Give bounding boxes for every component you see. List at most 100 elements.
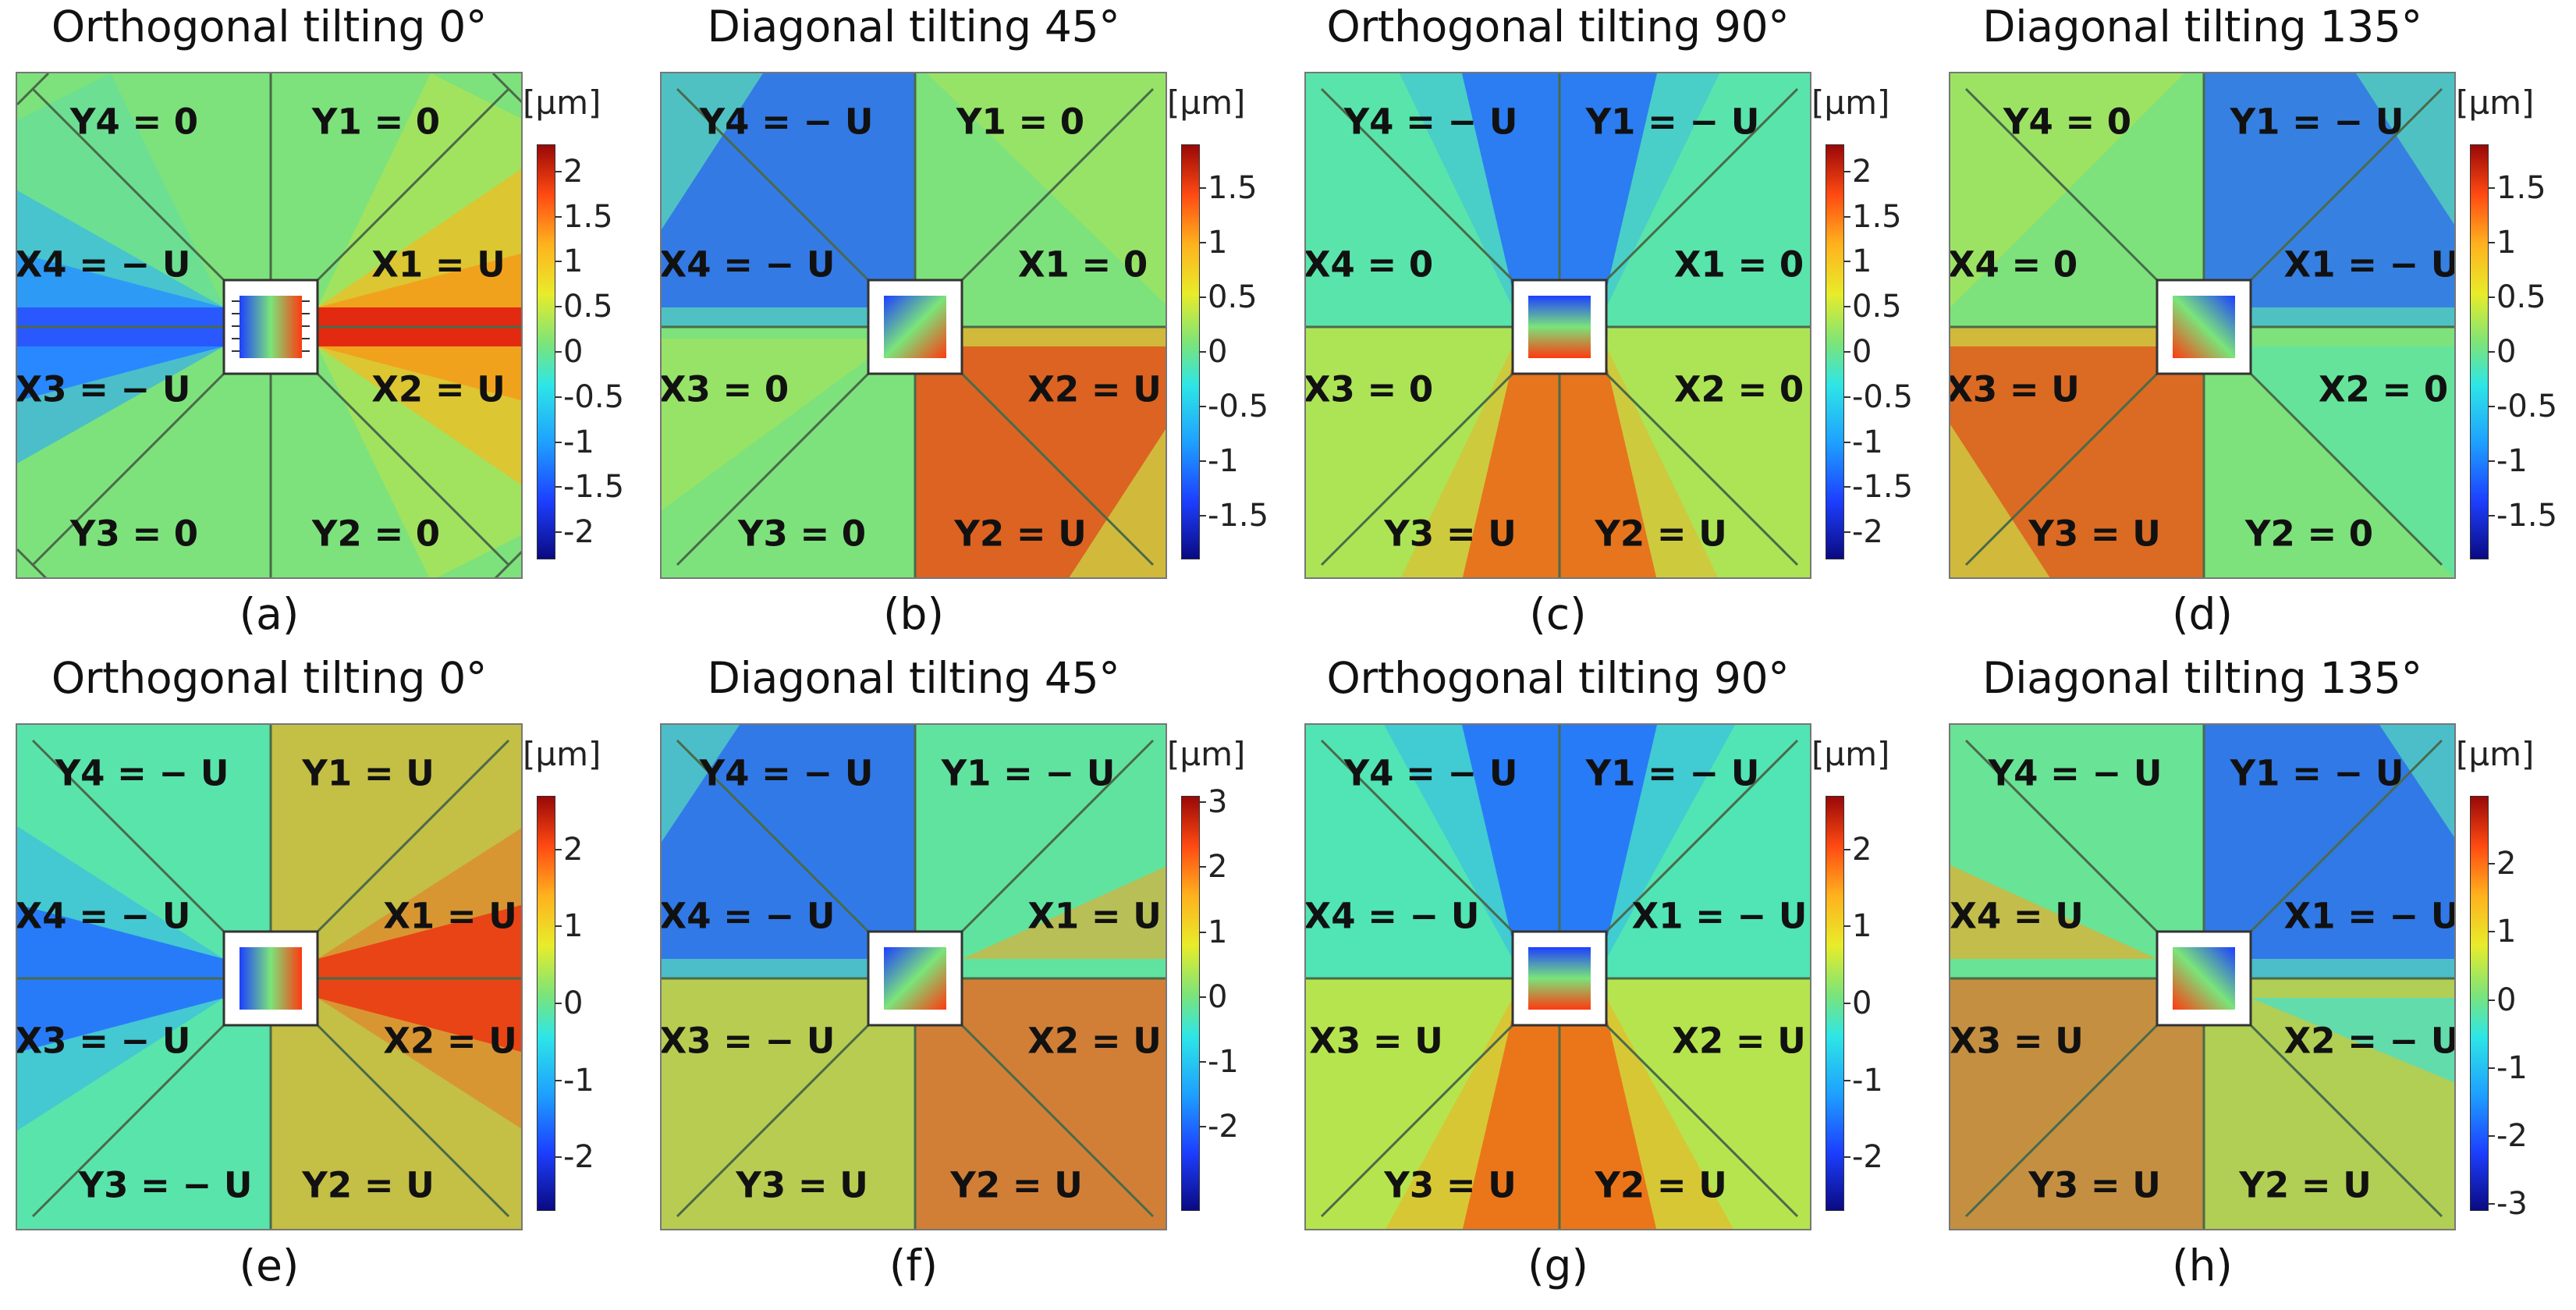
label-x4: X4 = − U [16, 243, 191, 286]
label-y2: Y2 = U [2239, 1164, 2372, 1206]
displacement-plot: Y4 = − U Y1 = − U X4 = U X1 = − U X3 = U… [1949, 723, 2456, 1230]
colorbar-unit: [µm] [523, 83, 601, 122]
colorbar-tick-label: -1 [1852, 1062, 1883, 1099]
colorbar-tick-label: 0 [1852, 985, 1872, 1021]
panel-b: Diagonal tilting 45° Y4 = − [644, 0, 1288, 648]
colorbar-tick [1200, 187, 1206, 189]
colorbar-tick-label: 2 [1208, 849, 1228, 886]
label-y1: Y1 = − U [1585, 101, 1760, 143]
colorbar-tick-label: -2 [563, 1139, 594, 1176]
colorbar-tick [1200, 242, 1206, 243]
label-y4: Y4 = − U [1988, 752, 2163, 794]
plot-background [1950, 73, 2454, 577]
colorbar-tick-label: -1 [1208, 1043, 1239, 1080]
colorbar-tick [555, 215, 562, 218]
label-x3: X3 = U [1949, 368, 2080, 410]
displacement-plot: Y4 = − U Y1 = U X4 = − U X1 = U X3 = − U… [16, 723, 523, 1230]
colorbar-tick [1844, 396, 1850, 398]
label-y2: Y2 = U [302, 1164, 435, 1206]
colorbar-tick-label: 1 [1208, 225, 1228, 261]
panel-title: Orthogonal tilting 90° [1326, 653, 1790, 703]
label-y1: Y1 = U [302, 752, 435, 794]
label-x3: X3 = U [1309, 1020, 1443, 1062]
plot-background [1306, 725, 1810, 1229]
colorbar-tick-label: -0.5 [1208, 389, 1269, 424]
colorbar-tick [555, 306, 562, 308]
colorbar-gradient [537, 144, 555, 559]
panel-h: Diagonal tilting 135° [1933, 651, 2576, 1299]
colorbar-tick [1844, 441, 1850, 443]
colorbar-unit: [µm] [2456, 83, 2535, 122]
colorbar-tick-label: -3 [2496, 1186, 2528, 1223]
colorbar-tick-label: 0 [1208, 978, 1228, 1015]
label-x4: X4 = − U [660, 895, 836, 937]
plot-background [1950, 725, 2454, 1229]
colorbar-unit: [µm] [2456, 735, 2535, 773]
colorbar-tick-label: 1 [563, 243, 584, 280]
colorbar-tick [1200, 406, 1206, 407]
label-x4: X4 = − U [16, 895, 191, 937]
colorbar-tick [1844, 486, 1850, 488]
colorbar: [µm] 3 2 1 0 -1 -2 [1167, 723, 1276, 1230]
label-x2: X2 = U [1027, 368, 1162, 410]
colorbar-gradient [537, 796, 555, 1211]
colorbar-tick-label: 3 [1208, 784, 1228, 821]
label-y1: Y1 = 0 [956, 101, 1085, 143]
colorbar-tick-label: 2 [1852, 153, 1872, 190]
label-y3: Y3 = U [736, 1164, 868, 1206]
colorbar-tick-label: -1.5 [1852, 469, 1914, 506]
colorbar-tick [555, 441, 562, 443]
panel-e: Orthogonal tilting 0° Y4 = [0, 651, 644, 1299]
colorbar-tick [1200, 931, 1206, 933]
colorbar-tick [1844, 215, 1850, 218]
colorbar-tick [1844, 531, 1850, 534]
plot-background [17, 725, 521, 1229]
colorbar-tick-label: -0.5 [1852, 378, 1914, 415]
colorbar-tick [1200, 801, 1206, 804]
colorbar-tick-label: 2 [2496, 846, 2517, 882]
colorbar-gradient [1826, 144, 1844, 559]
colorbar-gradient [2470, 796, 2489, 1211]
colorbar-unit: [µm] [1167, 735, 1246, 773]
panel-c: Orthogonal tilting 90° Y4 = [1289, 0, 1932, 648]
displacement-plot: Y4 = 0 Y1 = − U X4 = 0 X1 = − U X3 = U X… [1949, 72, 2456, 579]
label-x4: X4 = − U [660, 243, 836, 286]
colorbar-tick-label: -2 [1852, 1139, 1883, 1176]
colorbar-tick-label: -1 [563, 424, 594, 460]
colorbar-tick [555, 848, 562, 850]
colorbar-unit: [µm] [1167, 83, 1246, 122]
label-y2: Y2 = 0 [2244, 513, 2374, 555]
colorbar-tick-label: 0.5 [2496, 279, 2546, 315]
colorbar-tick-label: 1 [2496, 225, 2517, 261]
colorbar-tick-label: -2 [1208, 1108, 1239, 1145]
colorbar-tick [2489, 296, 2495, 298]
colorbar-tick [555, 486, 562, 488]
colorbar-tick [1200, 460, 1206, 462]
colorbar-tick-label: 0 [2496, 334, 2517, 370]
colorbar-tick-label: 0.5 [1208, 279, 1258, 315]
colorbar-tick-label: -1 [1852, 424, 1883, 460]
label-x2: X2 = U [371, 368, 506, 410]
label-y3: Y3 = − U [78, 1164, 253, 1206]
plot-background [662, 725, 1166, 1229]
colorbar-tick-label: -1 [2496, 443, 2528, 479]
colorbar-tick [2489, 406, 2495, 407]
label-x2: X2 = 0 [2318, 368, 2449, 410]
colorbar-tick-label: 1.5 [2496, 170, 2546, 206]
label-y1: Y1 = − U [2230, 101, 2404, 143]
colorbar-unit: [µm] [1811, 735, 1890, 773]
label-y4: Y4 = − U [1343, 752, 1518, 794]
colorbar-tick-label: -1 [1208, 443, 1239, 479]
colorbar-tick-label: 0 [563, 334, 584, 370]
displacement-plot: Y4 = − U Y1 = 0 X4 = − U X1 = 0 X3 = 0 X… [660, 72, 1167, 579]
label-y2: Y2 = U [950, 1164, 1083, 1206]
plot-background [662, 73, 1166, 577]
colorbar: [µm] 1.5 1 0.5 0 -0.5 -1 -1.5 [1167, 72, 1276, 579]
colorbar-tick-label: 2 [563, 831, 584, 868]
colorbar-tick-label: 2 [1852, 831, 1872, 868]
colorbar-tick [1844, 1156, 1850, 1159]
colorbar-tick [1844, 306, 1850, 308]
label-x3: X3 = − U [16, 1020, 191, 1062]
panel-title: Diagonal tilting 135° [1982, 2, 2422, 51]
label-y3: Y3 = U [1384, 1164, 1517, 1206]
